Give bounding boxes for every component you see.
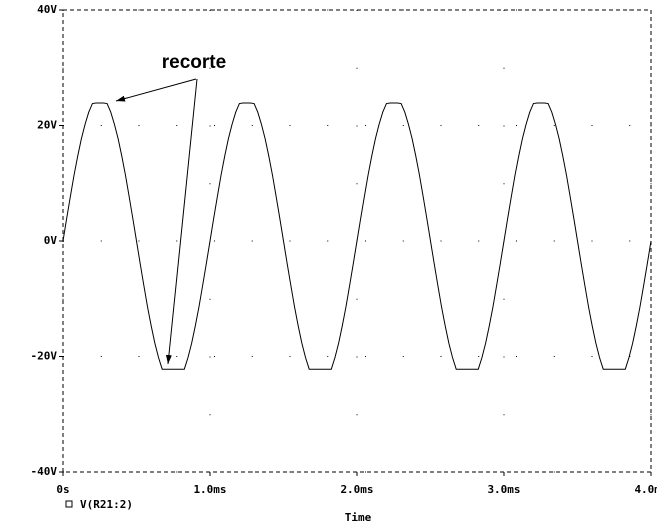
y-tick-label: 40V — [37, 3, 57, 16]
y-tick-label: 20V — [37, 119, 57, 132]
legend-marker — [65, 500, 73, 508]
x-tick-label: 3.0ms — [487, 483, 520, 496]
legend-label: V(R21:2) — [80, 498, 133, 511]
y-tick-label: -20V — [31, 350, 58, 363]
series-line — [62, 102, 652, 370]
annotation-arrow — [165, 78, 198, 365]
x-tick-label: 0s — [56, 483, 69, 496]
annotation: recorte — [162, 52, 226, 73]
x-axis-label: Time — [345, 511, 372, 524]
x-tick-label: 1.0ms — [193, 483, 226, 496]
y-tick-label: 0V — [44, 234, 58, 247]
x-tick-label: 2.0ms — [340, 483, 373, 496]
y-tick-label: -40V — [31, 465, 58, 478]
x-tick-label: 4.0ms — [634, 483, 657, 496]
annotation-arrow — [115, 78, 197, 102]
